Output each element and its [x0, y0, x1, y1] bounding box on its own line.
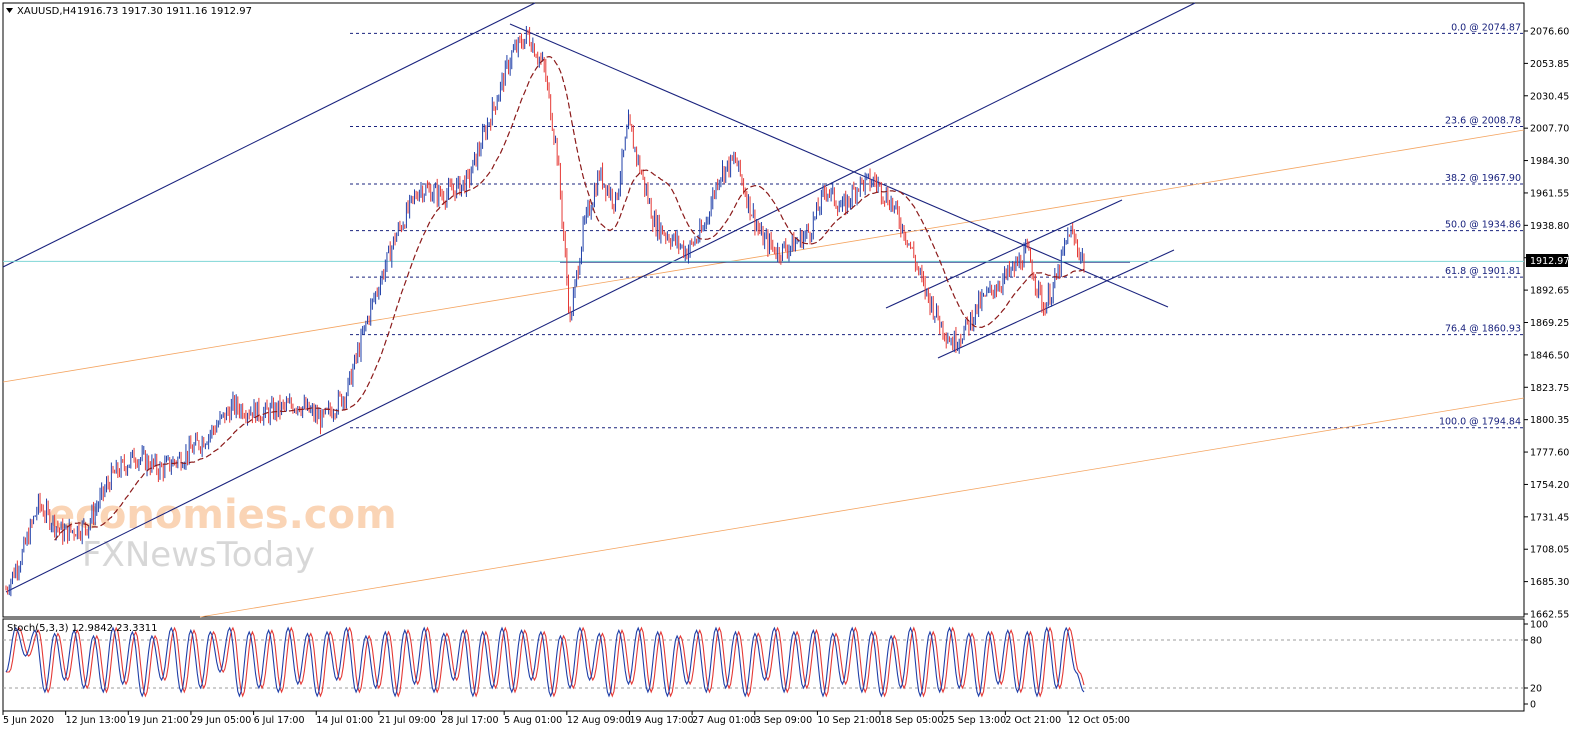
- price-tick-label: 1823.75: [1530, 383, 1569, 394]
- moving-average-line: [54, 55, 1085, 541]
- time-tick-label: 19 Jun 21:00: [128, 715, 188, 726]
- price-tick-label: 1685.30: [1530, 577, 1569, 588]
- stoch-main-line: [5, 626, 1085, 698]
- time-tick-label: 2 Oct 21:00: [1005, 715, 1061, 726]
- price-tick-label: 2076.60: [1530, 27, 1569, 38]
- price-tick-label: 1800.35: [1530, 415, 1569, 426]
- drawing-lines-layer: [2, 2, 1525, 618]
- time-tick-label: 21 Jul 09:00: [379, 715, 436, 726]
- price-tick-label: 1708.05: [1530, 545, 1569, 556]
- price-tick-label: 1938.80: [1530, 221, 1569, 232]
- fib-level-label: 76.4 @ 1860.93: [1445, 324, 1521, 335]
- time-tick-label: 6 Jul 17:00: [254, 715, 305, 726]
- stoch-signal-line: [6, 626, 1085, 698]
- price-tick-label: 1662.55: [1530, 610, 1569, 621]
- time-tick-label: 5 Jun 2020: [3, 715, 54, 726]
- watermark-line1: economies.com: [48, 492, 397, 538]
- price-tick-label: 2030.45: [1530, 91, 1569, 102]
- stochastic-layer: 100 80 20 0: [3, 620, 1548, 711]
- price-tick-label: 1869.25: [1530, 318, 1569, 329]
- price-tick-label: 1731.45: [1530, 512, 1569, 523]
- long-rising-trendline: [5, 2, 1196, 593]
- time-axis: 5 Jun 2020 12 Jun 13:00 19 Jun 21:00 29 Jun…: [2, 711, 1130, 726]
- time-tick-label: 14 Jul 01:00: [316, 715, 373, 726]
- stoch-plot-frame: [2, 618, 1525, 712]
- candles-layer: [5, 25, 1085, 597]
- time-tick-label: 12 Jun 13:00: [66, 715, 126, 726]
- price-tick-label: 1846.50: [1530, 350, 1569, 361]
- time-tick-label: 28 Jul 17:00: [442, 715, 499, 726]
- time-tick-label: 18 Sep 05:00: [880, 715, 943, 726]
- time-tick-label: 29 Jun 05:00: [191, 715, 251, 726]
- time-tick-label: 12 Aug 09:00: [567, 715, 631, 726]
- price-tick-label: 2053.85: [1530, 59, 1569, 70]
- current-price-marker: 1912.97: [1526, 254, 1569, 267]
- current-price-label: 1912.97: [1530, 256, 1569, 267]
- main-plot-frame: [2, 2, 1525, 618]
- descending-trendline: [509, 23, 1169, 308]
- fib-level-label: 50.0 @ 1934.86: [1445, 220, 1521, 231]
- dropdown-triangle-icon[interactable]: [6, 8, 13, 13]
- time-tick-label: 12 Oct 05:00: [1068, 715, 1130, 726]
- fib-level-label: 38.2 @ 1967.90: [1445, 173, 1521, 184]
- time-tick-label: 10 Sep 21:00: [817, 715, 880, 726]
- watermark-line2: FXNewsToday: [82, 535, 315, 575]
- stoch-tick-label: 0: [1530, 700, 1536, 711]
- rising-channel-lower: [937, 249, 1175, 359]
- time-tick-label: 25 Sep 13:00: [943, 715, 1006, 726]
- stoch-indicator-label: Stoch(5,3,3) 12.9842 23.3311: [7, 623, 158, 634]
- price-tick-label: 1754.20: [1530, 480, 1569, 491]
- price-tick-label: 1777.60: [1530, 448, 1569, 459]
- symbol-label: XAUUSD,H4: [17, 6, 76, 17]
- price-tick-label: 1961.55: [1530, 188, 1569, 199]
- price-tick-label: 1984.30: [1530, 156, 1569, 167]
- stoch-tick-label: 100: [1530, 620, 1548, 631]
- fib-level-label: 0.0 @ 2074.87: [1451, 22, 1521, 33]
- price-tick-label: 2007.70: [1530, 124, 1569, 135]
- stoch-tick-label: 80: [1530, 636, 1542, 647]
- orange-channel-lower: [199, 397, 1525, 618]
- time-tick-label: 5 Aug 01:00: [504, 715, 562, 726]
- price-tick-label: 1892.65: [1530, 286, 1569, 297]
- fib-level-label: 100.0 @ 1794.84: [1439, 417, 1521, 428]
- fibonacci-labels-layer: 0.0 @ 2074.87 23.6 @ 2008.78 38.2 @ 1967.9…: [1439, 22, 1521, 427]
- time-tick-label: 19 Aug 17:00: [629, 715, 693, 726]
- moving-average-layer: [54, 55, 1085, 541]
- time-tick-label: 27 Aug 01:00: [692, 715, 756, 726]
- chart-header: XAUUSD,H4 1916.73 1917.30 1911.16 1912.9…: [6, 6, 252, 17]
- price-axis: 2076.60 2053.85 2030.45 2007.70 1984.30 1961.…: [1524, 27, 1569, 621]
- watermark: economies.com FXNewsToday: [48, 492, 397, 575]
- fib-level-label: 23.6 @ 2008.78: [1445, 115, 1521, 126]
- time-tick-label: 3 Sep 09:00: [755, 715, 812, 726]
- ohlc-label: 1916.73 1917.30 1911.16 1912.97: [77, 6, 252, 17]
- orange-channel-upper: [2, 129, 1525, 383]
- fib-level-label: 61.8 @ 1901.81: [1445, 266, 1521, 277]
- stoch-tick-label: 20: [1530, 684, 1542, 695]
- long-upper-trendline: [2, 2, 536, 268]
